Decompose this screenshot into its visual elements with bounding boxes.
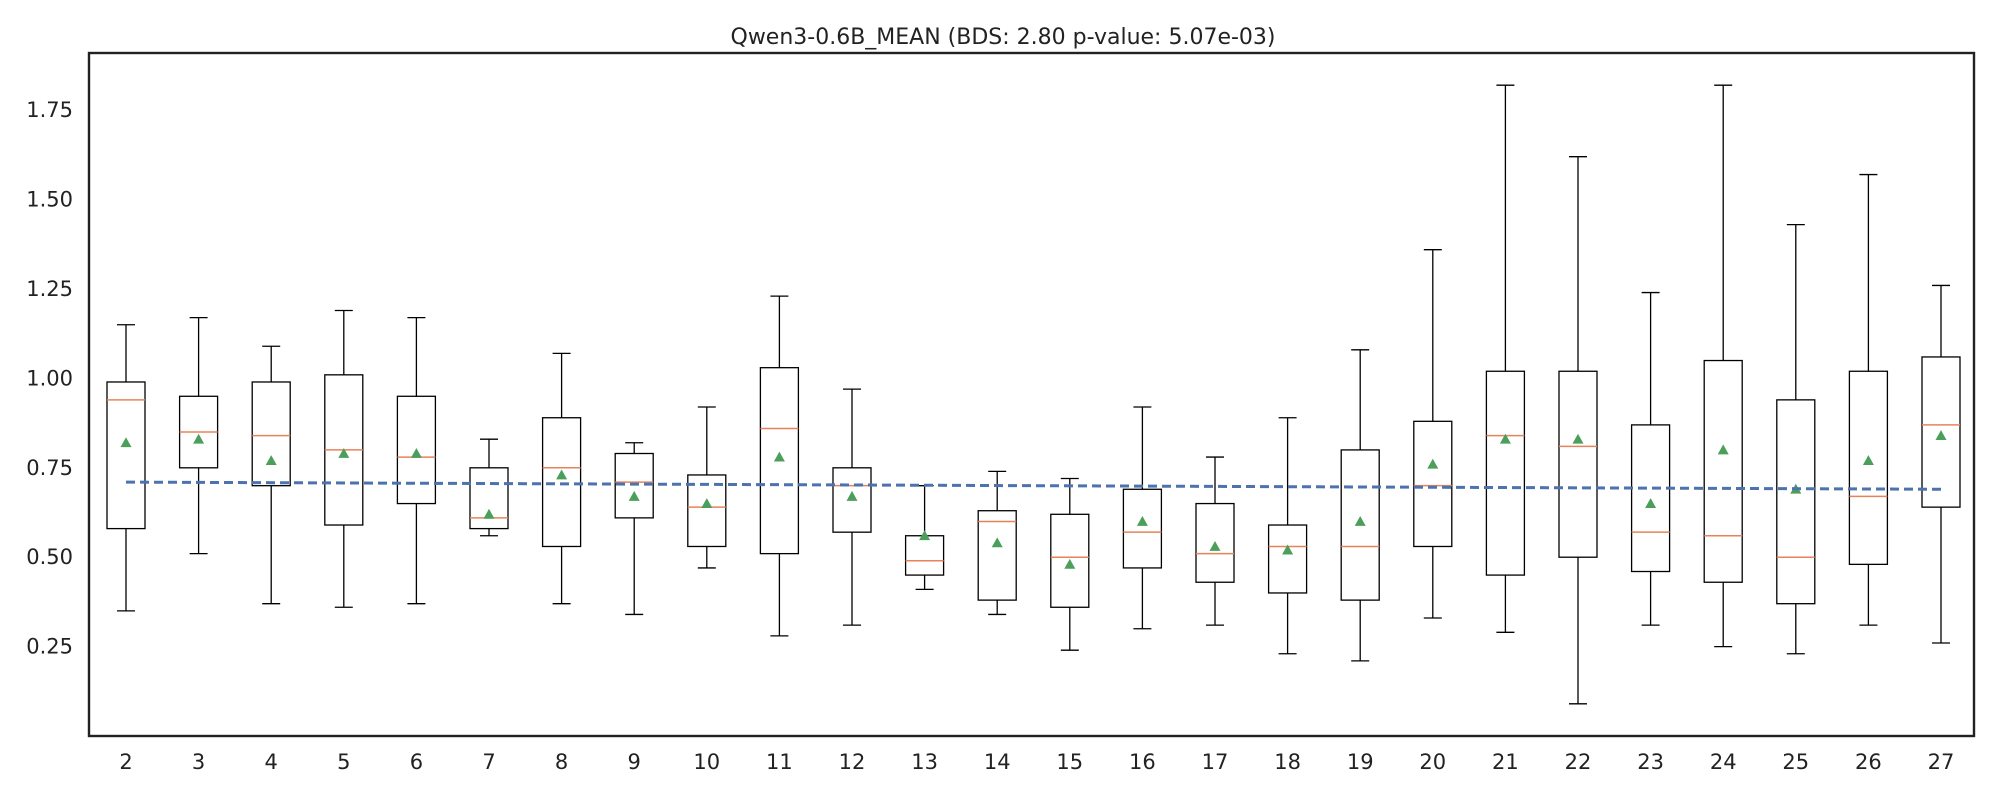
box-iqr — [1485, 370, 1526, 576]
box-iqr — [1630, 424, 1671, 573]
box-iqr — [541, 417, 582, 548]
y-tick-label: 0.50 — [26, 545, 73, 569]
mean-marker — [193, 433, 205, 444]
mean-marker — [1427, 458, 1439, 469]
mean-marker — [1935, 430, 1947, 441]
x-tick-label: 26 — [1855, 750, 1882, 774]
mean-marker — [1572, 433, 1584, 444]
x-tick-label: 16 — [1129, 750, 1156, 774]
x-tick-label: 25 — [1782, 750, 1809, 774]
box-iqr — [1413, 420, 1453, 548]
y-tick-label: 1.50 — [26, 188, 73, 212]
x-tick-label: 2 — [119, 750, 132, 774]
mean-marker — [1862, 455, 1874, 466]
box-iqr — [1340, 449, 1380, 601]
x-tick-label: 13 — [911, 750, 938, 774]
x-tick-label: 20 — [1419, 750, 1446, 774]
box-iqr — [832, 467, 872, 533]
y-tick-label: 0.75 — [26, 456, 73, 480]
box-iqr — [904, 535, 945, 576]
mean-marker — [773, 451, 785, 462]
mean-marker — [483, 508, 495, 519]
mean-marker — [1354, 515, 1366, 526]
trend-line — [125, 480, 1942, 491]
chart-title: Qwen3-0.6B_MEAN (BDS: 2.80 p-value: 5.07… — [731, 25, 1276, 50]
x-tick-label: 27 — [1928, 750, 1955, 774]
mean-marker — [628, 490, 640, 501]
x-tick-label: 14 — [984, 750, 1011, 774]
mean-marker — [410, 448, 422, 458]
box-iqr — [1703, 359, 1743, 583]
mean-marker — [701, 498, 713, 508]
mean-marker — [991, 537, 1003, 548]
x-tick-label: 24 — [1710, 750, 1737, 774]
mean-marker — [1064, 558, 1076, 569]
mean-marker — [1499, 433, 1511, 444]
x-tick-label: 3 — [192, 750, 205, 774]
box-iqr — [469, 467, 509, 530]
box-iqr — [614, 452, 654, 519]
x-tick-label: 4 — [265, 750, 278, 774]
y-tick-label: 1.00 — [26, 366, 73, 390]
mean-marker — [1282, 544, 1294, 555]
box-iqr — [106, 381, 146, 530]
box-iqr — [1267, 524, 1308, 594]
x-tick-label: 15 — [1056, 750, 1083, 774]
box-iqr — [1050, 513, 1090, 608]
x-tick-label: 11 — [766, 750, 793, 774]
x-tick-label: 7 — [482, 750, 495, 774]
x-tick-label: 9 — [628, 750, 641, 774]
plot-frame — [87, 51, 1976, 738]
box-iqr — [1195, 502, 1235, 583]
mean-marker — [846, 490, 858, 501]
plot-area: 0.250.500.751.001.251.501.752 3 4 5 6 7 8 9 10 11… — [26, 84, 1961, 774]
box-iqr — [1558, 370, 1598, 558]
x-tick-label: 17 — [1202, 750, 1229, 774]
x-tick-label: 23 — [1637, 750, 1664, 774]
box-iqr — [759, 367, 800, 555]
box-iqr — [687, 474, 727, 548]
box-iqr — [1122, 488, 1163, 569]
x-tick-label: 22 — [1565, 750, 1592, 774]
x-tick-label: 12 — [839, 750, 866, 774]
x-tick-label: 5 — [337, 750, 350, 774]
box-iqr — [1848, 370, 1889, 566]
mean-marker — [1645, 498, 1657, 508]
y-tick-label: 1.75 — [26, 98, 73, 122]
mean-marker — [1717, 444, 1729, 455]
mean-marker — [338, 448, 350, 458]
x-tick-label: 21 — [1492, 750, 1519, 774]
mean-marker — [556, 469, 568, 480]
x-tick-label: 18 — [1274, 750, 1301, 774]
mean-marker — [265, 455, 277, 466]
x-tick-label: 10 — [693, 750, 720, 774]
mean-marker — [120, 437, 132, 448]
x-tick-label: 8 — [555, 750, 568, 774]
y-tick-label: 1.25 — [26, 277, 73, 301]
y-tick-label: 0.25 — [26, 635, 73, 659]
box-iqr — [977, 510, 1017, 601]
x-tick-label: 19 — [1347, 750, 1374, 774]
box-iqr — [1921, 356, 1961, 508]
mean-marker — [1136, 515, 1148, 526]
box-iqr — [251, 381, 291, 487]
box-iqr — [1776, 399, 1816, 605]
mean-marker — [1209, 540, 1221, 551]
x-tick-label: 6 — [410, 750, 423, 774]
mean-marker — [919, 530, 931, 541]
box-iqr — [396, 395, 437, 505]
